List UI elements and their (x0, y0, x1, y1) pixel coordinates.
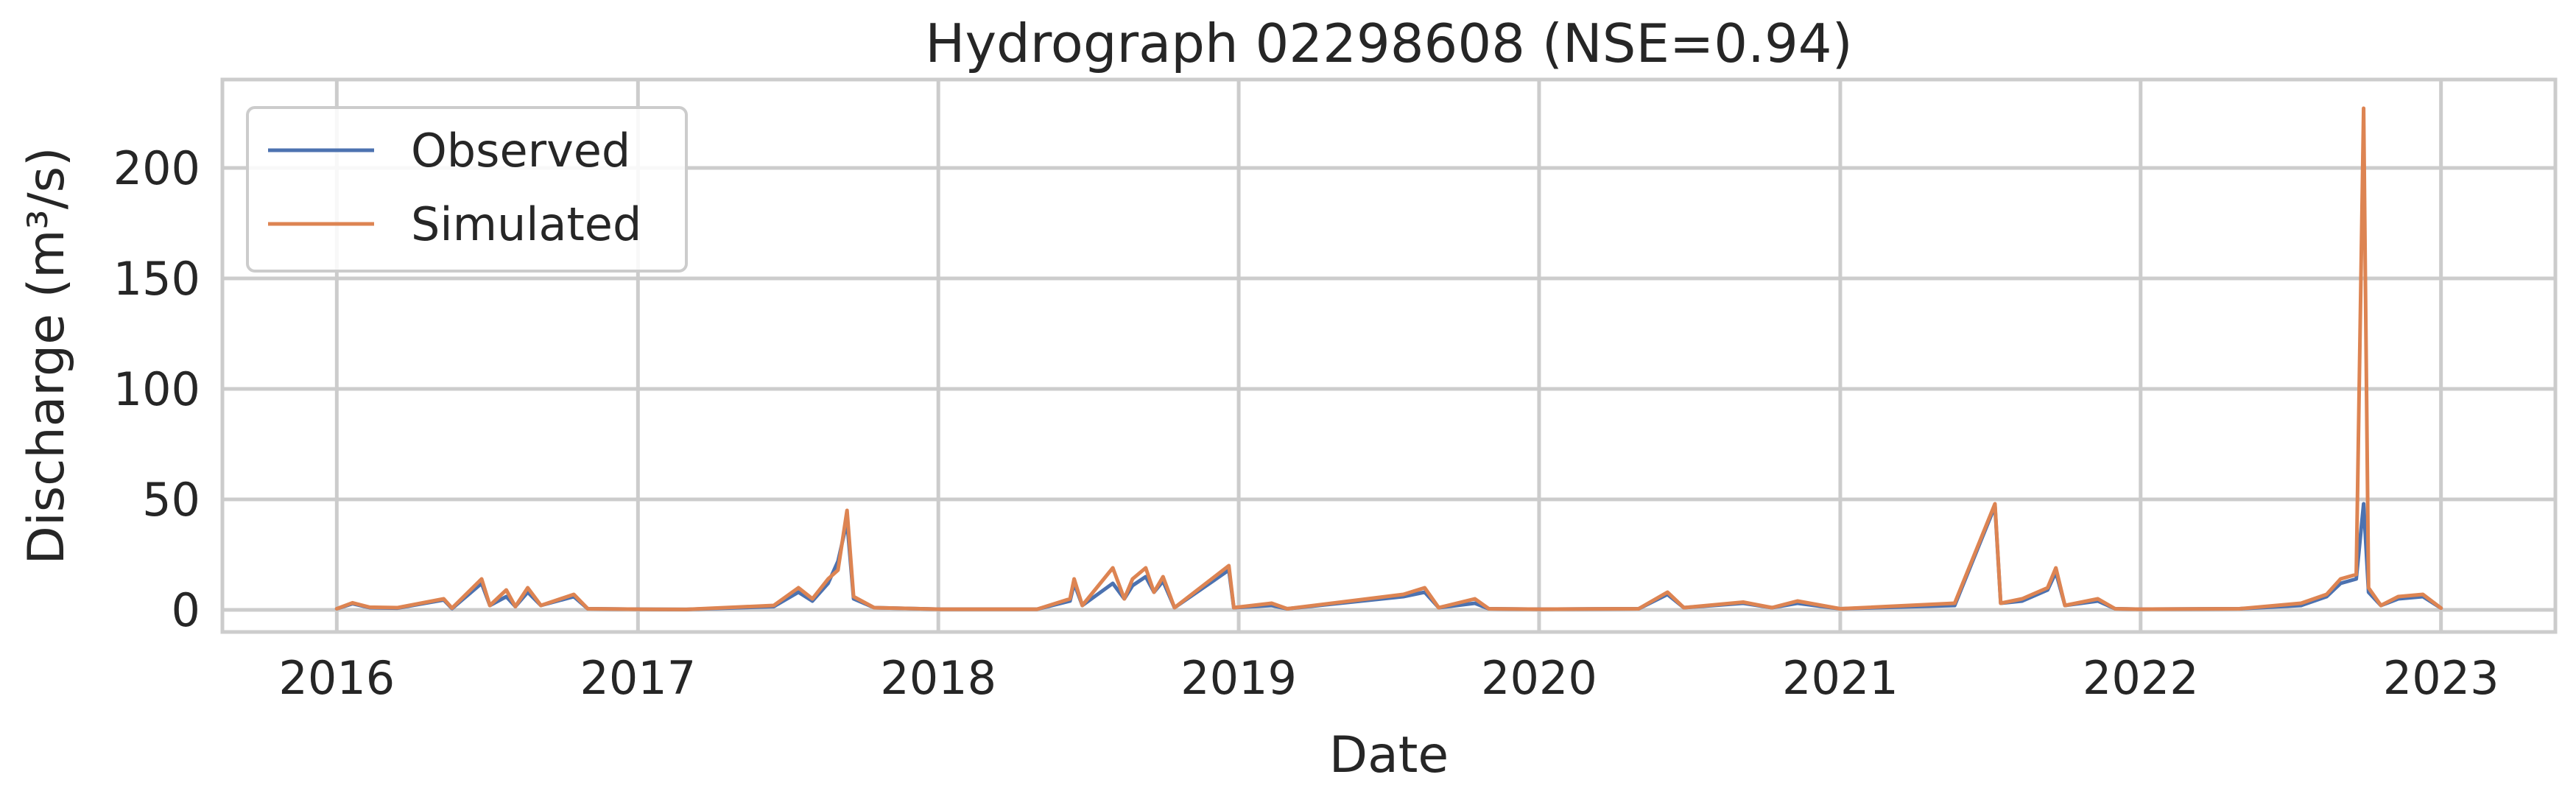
x-tick-label: 2016 (278, 651, 395, 705)
x-tick-label: 2020 (1481, 651, 1597, 705)
x-tick-label: 2019 (1180, 651, 1297, 705)
x-tick-label: 2022 (2083, 651, 2199, 705)
legend-label-simulated: Simulated (411, 197, 641, 251)
y-tick-label: 100 (113, 362, 200, 416)
y-tick-label: 50 (142, 473, 200, 527)
y-axis-title: Discharge (m³/s) (18, 147, 76, 564)
y-tick-label: 150 (113, 252, 200, 306)
y-tick-labels: 0 50 100 150 200 (113, 141, 200, 637)
x-axis-title: Date (1329, 726, 1449, 784)
series-lines (334, 106, 2443, 611)
x-tick-label: 2021 (1782, 651, 1898, 705)
x-tick-label: 2023 (2383, 651, 2499, 705)
legend-label-observed: Observed (411, 124, 630, 178)
plot-area (220, 77, 2558, 634)
series-line-simulated (334, 106, 2443, 611)
y-tick-label: 200 (113, 141, 200, 195)
x-tick-labels: 2016 2017 2018 2019 2020 2021 2022 2023 (278, 651, 2499, 705)
series-line-observed (334, 502, 2443, 611)
chart-title: Hydrograph 02298608 (NSE=0.94) (925, 13, 1852, 74)
y-tick-label: 0 (172, 583, 200, 637)
x-tick-label: 2017 (580, 651, 696, 705)
legend: Observed Simulated (246, 106, 688, 273)
x-tick-label: 2018 (880, 651, 996, 705)
